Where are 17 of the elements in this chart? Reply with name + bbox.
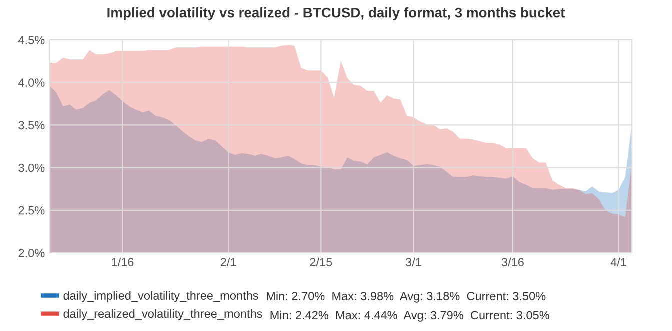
x-tick-label: 3/16 <box>502 258 524 267</box>
x-tick-label: 3/1 <box>406 258 422 267</box>
x-tick-label: 2/1 <box>220 258 236 267</box>
x-tick-label: 4/1 <box>610 258 626 267</box>
y-tick-label: 3.5% <box>18 121 45 130</box>
y-tick-label: 4.0% <box>18 78 45 87</box>
legend-label: daily_implied_volatility_three_months <box>64 291 258 302</box>
text: Min: 2.70% Max: 3.98% Avg: 3.18% Current: 3.50% <box>267 292 546 303</box>
x-tick-label: 1/16 <box>112 258 134 267</box>
y-tick-label: 4.5% <box>18 36 45 44</box>
y-tick-label: 2.0% <box>18 249 45 258</box>
y-tick-label: 2.5% <box>18 206 45 215</box>
text: Min: 2.42% Max: 4.44% Avg: 3.79% Current: 3.05% <box>270 310 550 322</box>
legend-label: daily_realized_volatility_three_months <box>64 309 262 320</box>
y-tick-label: 3.0% <box>18 164 45 172</box>
chart-title: Implied volatility vs realized - BTCUSD, daily format, 3 months bucket <box>108 8 566 20</box>
x-tick-label: 2/15 <box>310 258 332 267</box>
